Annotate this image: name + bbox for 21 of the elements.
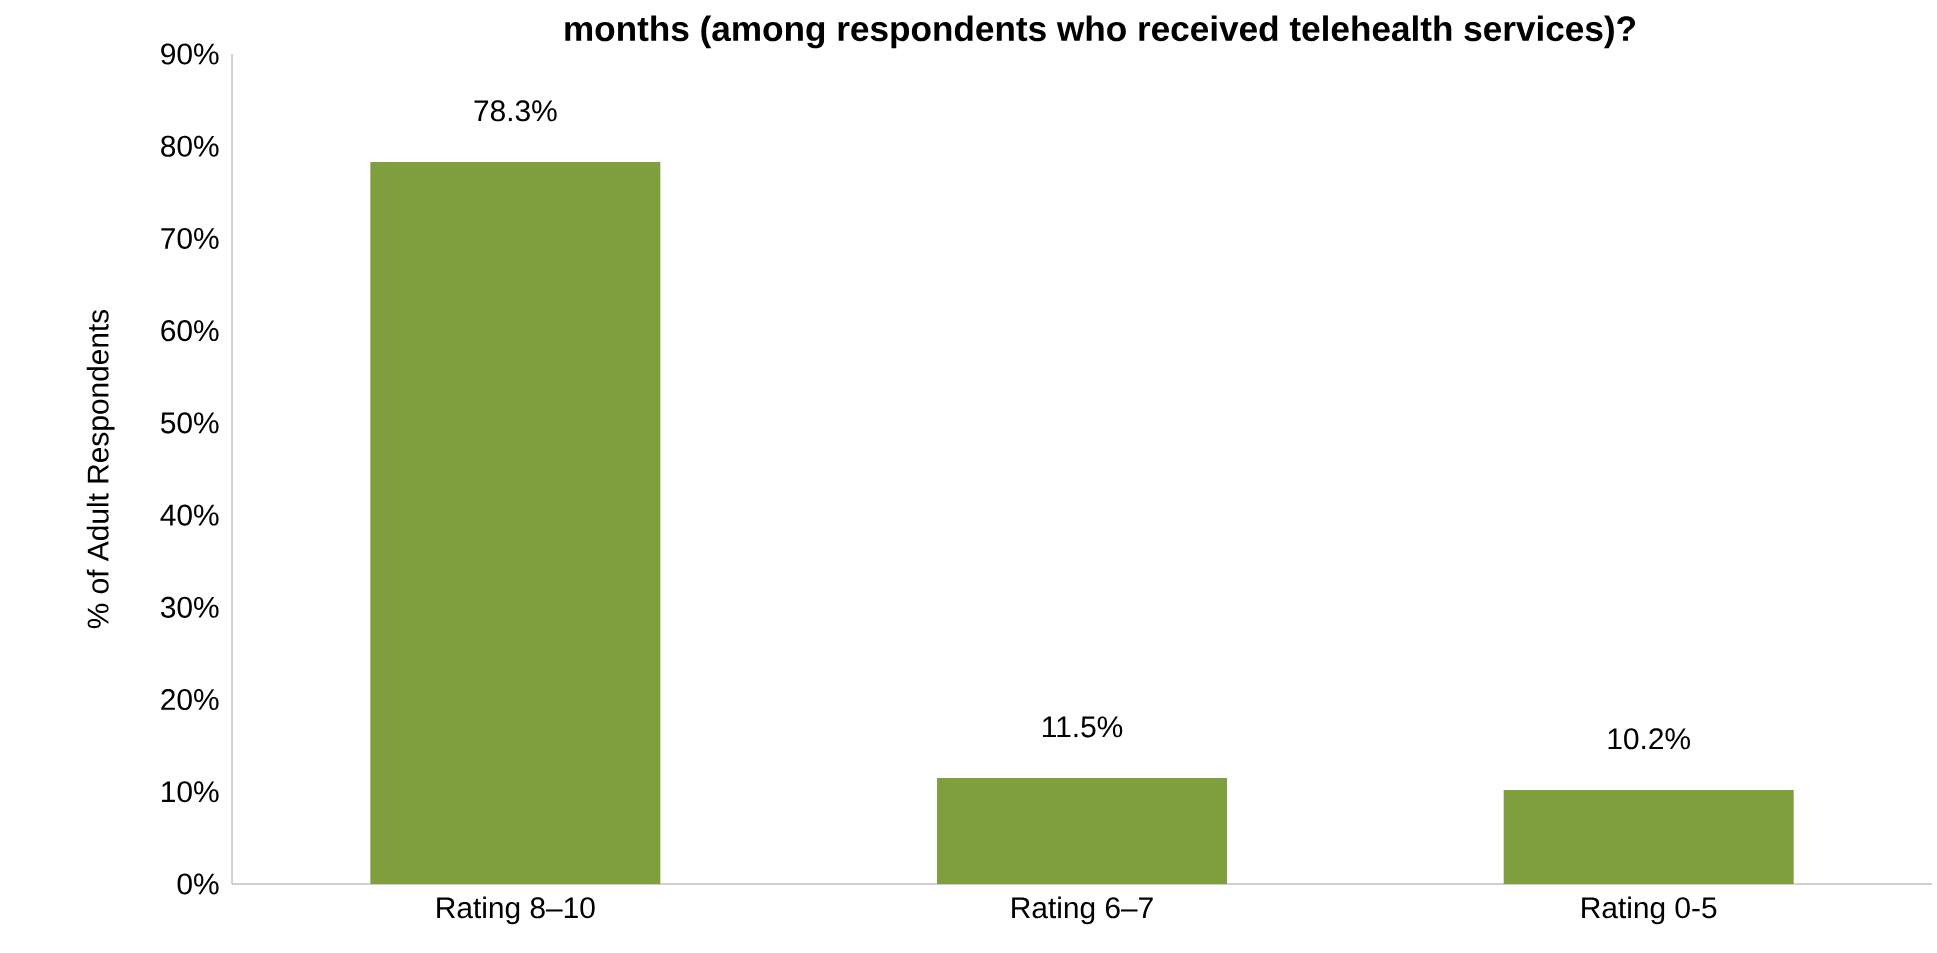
data-label: 78.3% — [474, 100, 557, 122]
y-tick-label: 90% — [161, 43, 219, 65]
y-tick-label: 20% — [161, 689, 219, 711]
x-tick-label: Rating 0-5 — [1582, 896, 1717, 925]
bar — [1503, 789, 1794, 884]
bar — [937, 777, 1228, 884]
y-tick-label: 30% — [160, 596, 219, 618]
y-tick-label: 70% — [161, 227, 219, 250]
y-tick-label: 80% — [161, 135, 219, 157]
y-tick-label: 60% — [161, 320, 219, 342]
data-label: 10.2% — [1608, 728, 1690, 750]
x-tick-label: Rating 6–7 — [1012, 896, 1153, 925]
chart-title: months (among respondents who received telehealth services)? — [565, 15, 1636, 49]
bar — [370, 161, 661, 884]
y-tick-label: 40% — [160, 504, 219, 526]
y-axis-title: % of Adult Respondents — [86, 309, 115, 629]
y-tick-label: 0% — [177, 873, 219, 895]
y-tick-label: 50% — [161, 412, 219, 434]
y-tick-label: 10% — [162, 781, 219, 803]
data-label: 11.5% — [1043, 716, 1123, 738]
x-tick-label: Rating 8–10 — [437, 896, 595, 925]
